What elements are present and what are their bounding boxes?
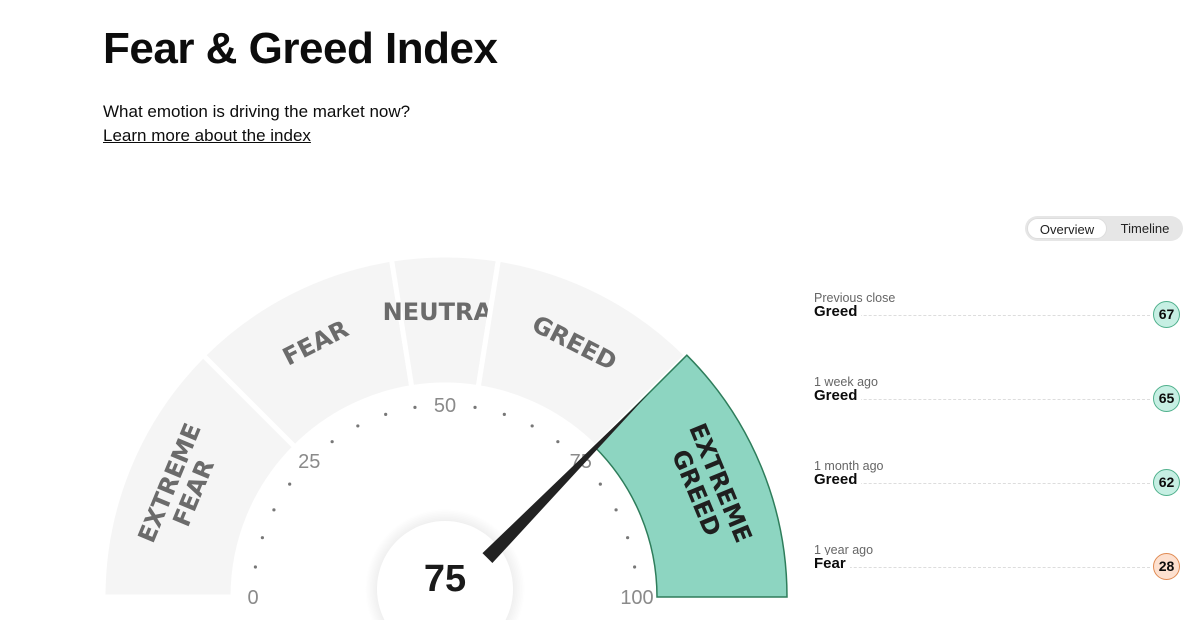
history-rating: Greed xyxy=(814,471,862,488)
tick-dot xyxy=(413,405,417,409)
current-value: 75 xyxy=(424,558,466,600)
tick-dot xyxy=(556,440,560,444)
tick-dot xyxy=(598,482,602,486)
tick-dot xyxy=(330,440,334,444)
history-item: 1 year ago Fear 28 xyxy=(814,543,1180,585)
history-rating: Greed xyxy=(814,387,862,404)
page-subtitle: What emotion is driving the market now? xyxy=(103,102,411,121)
tick-dot xyxy=(253,565,257,569)
learn-more-link[interactable]: Learn more about the index xyxy=(103,126,311,145)
history-item: 1 month ago Greed 62 xyxy=(814,459,1180,501)
gauge-segment-extreme-greed xyxy=(593,354,788,598)
history-item: 1 week ago Greed 65 xyxy=(814,375,1180,417)
dotted-leader xyxy=(814,399,1150,400)
dotted-leader xyxy=(814,315,1150,316)
history-period: 1 year ago xyxy=(814,543,874,557)
history-period: 1 month ago xyxy=(814,459,884,473)
history-row: Fear 28 xyxy=(814,553,1180,585)
history-row: Greed 62 xyxy=(814,469,1180,501)
tick-dot xyxy=(288,482,292,486)
history-row: Greed 65 xyxy=(814,385,1180,417)
needle xyxy=(482,391,651,564)
history-value-badge: 62 xyxy=(1153,469,1180,496)
history-value-badge: 65 xyxy=(1153,385,1180,412)
history-period: Previous close xyxy=(814,291,896,305)
history-rating: Fear xyxy=(814,555,850,572)
tick-dot xyxy=(473,405,477,409)
history-value-badge: 67 xyxy=(1153,301,1180,328)
history-period: 1 week ago xyxy=(814,375,878,389)
history-row: Greed 67 xyxy=(814,301,1180,333)
tick-dot xyxy=(614,508,618,512)
tick-label: 100 xyxy=(620,587,653,609)
tick-dot xyxy=(530,424,534,428)
dotted-leader xyxy=(814,567,1150,568)
tick-label: 50 xyxy=(434,395,456,417)
history-rating: Greed xyxy=(814,303,862,320)
tick-dot xyxy=(260,536,264,540)
tick-label: 25 xyxy=(298,451,320,473)
tick-dot xyxy=(356,424,360,428)
tick-dot xyxy=(272,508,276,512)
dotted-leader xyxy=(814,483,1150,484)
tick-dot xyxy=(626,536,630,540)
tick-dot xyxy=(384,412,388,416)
center-dial xyxy=(377,521,513,620)
tick-label: 0 xyxy=(247,587,258,609)
page-title: Fear & Greed Index xyxy=(103,24,498,73)
tab-overview[interactable]: Overview xyxy=(1027,218,1107,239)
tick-dot xyxy=(633,565,637,569)
history-item: Previous close Greed 67 xyxy=(814,291,1180,333)
tick-dot xyxy=(502,412,506,416)
view-toggle: Overview Timeline xyxy=(1025,216,1183,241)
history-value-badge: 28 xyxy=(1153,553,1180,580)
tab-timeline[interactable]: Timeline xyxy=(1120,221,1170,236)
